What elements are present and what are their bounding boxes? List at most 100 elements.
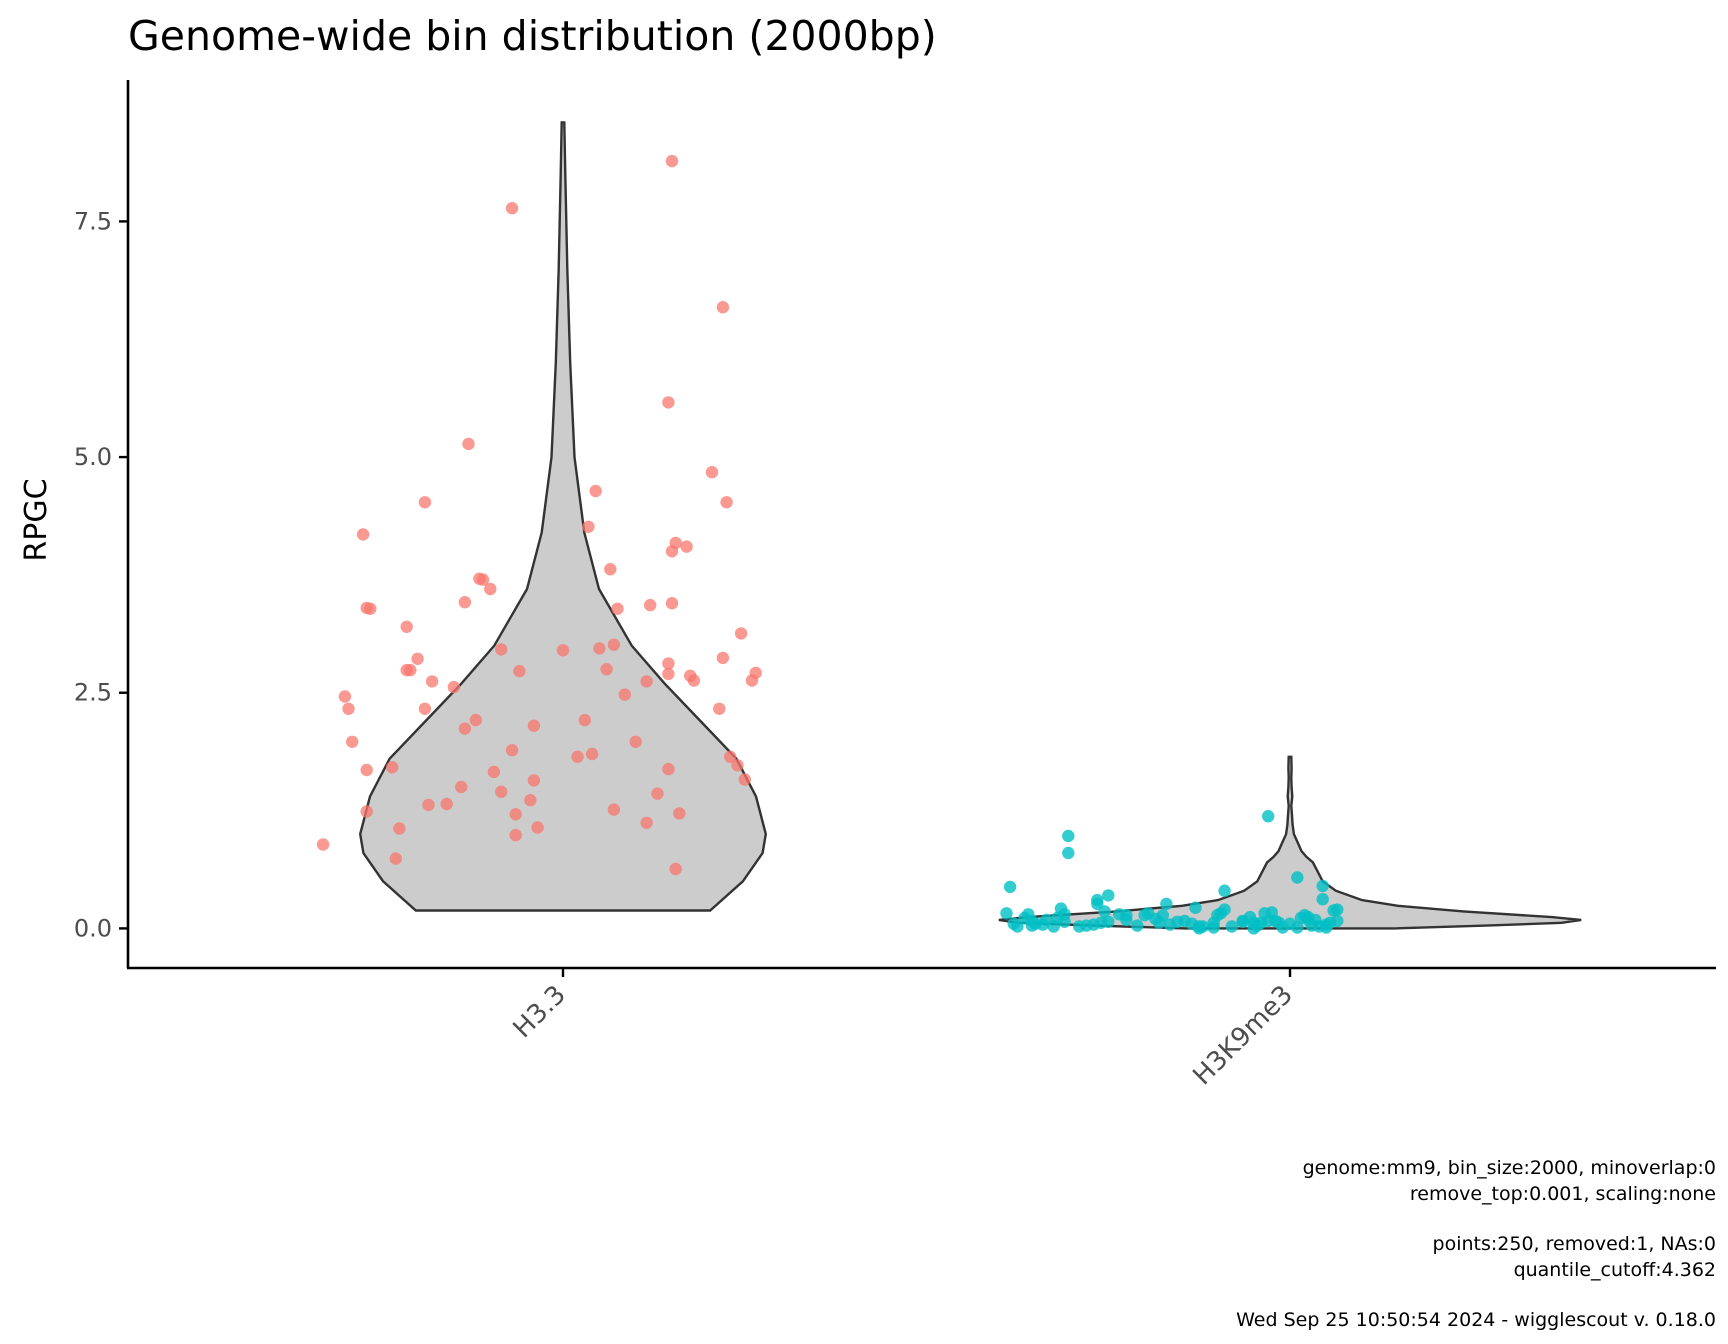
data-point <box>509 808 522 821</box>
y-ticks: 0.0 2.5 5.0 7.5 <box>74 207 128 942</box>
data-point <box>425 675 439 688</box>
data-point <box>749 666 762 680</box>
data-point <box>1331 914 1344 928</box>
data-point <box>455 780 468 794</box>
data-point <box>716 301 730 314</box>
caption-line: quantile_cutoff:4.362 <box>1514 1259 1716 1281</box>
data-point <box>731 759 744 772</box>
data-point <box>364 602 377 615</box>
data-point <box>462 437 475 451</box>
data-point <box>346 735 359 748</box>
y-tick-label: 2.5 <box>74 679 112 707</box>
data-point <box>404 663 417 677</box>
data-point <box>1131 919 1144 932</box>
data-point <box>505 744 519 757</box>
data-point <box>724 750 737 763</box>
data-point <box>458 596 472 609</box>
violin-layer <box>358 121 1582 930</box>
y-tick-label: 0.0 <box>74 914 112 942</box>
data-point <box>342 702 355 715</box>
data-point <box>582 520 595 533</box>
data-point <box>593 642 606 655</box>
data-point <box>1120 913 1133 927</box>
data-point <box>629 735 642 748</box>
data-point <box>1098 905 1111 918</box>
data-point <box>687 674 701 687</box>
data-point <box>662 396 675 409</box>
data-point <box>487 765 501 779</box>
data-point <box>651 787 664 800</box>
data-point <box>1003 880 1017 894</box>
data-point <box>1316 879 1329 893</box>
data-point <box>1291 921 1304 934</box>
data-point <box>360 805 373 818</box>
data-point <box>1102 889 1115 902</box>
x-tick-label: H3K9me3 <box>1188 980 1299 1091</box>
y-tick-label: 5.0 <box>74 443 112 471</box>
data-point <box>476 573 490 586</box>
data-point <box>1225 920 1239 933</box>
data-point <box>418 496 432 509</box>
data-point <box>662 657 675 670</box>
data-point <box>738 773 751 786</box>
data-point <box>1062 829 1075 843</box>
y-axis-label: RPGC <box>19 478 54 561</box>
data-point <box>389 852 402 865</box>
data-point <box>484 582 497 596</box>
data-point <box>1058 915 1071 928</box>
data-point <box>513 664 526 678</box>
data-point <box>422 798 435 812</box>
data-point <box>1291 871 1304 884</box>
data-point <box>356 528 370 541</box>
data-point <box>556 644 570 657</box>
data-point <box>1218 903 1231 916</box>
data-point <box>447 680 461 694</box>
data-point <box>531 821 544 834</box>
data-point <box>640 675 653 688</box>
data-point <box>673 807 686 820</box>
data-point <box>458 722 472 735</box>
data-point <box>662 762 675 776</box>
data-point <box>640 816 653 829</box>
data-point <box>589 484 602 498</box>
data-point <box>1192 922 1206 935</box>
data-point <box>1218 884 1231 897</box>
data-point <box>571 750 584 763</box>
data-point <box>1189 901 1202 914</box>
data-point <box>665 597 679 610</box>
data-point <box>1320 921 1333 934</box>
data-point <box>1331 903 1344 916</box>
data-point <box>1247 922 1260 935</box>
data-point <box>669 536 682 550</box>
chart-title: Genome-wide bin distribution (2000bp) <box>128 12 937 60</box>
data-point <box>411 652 424 665</box>
data-point <box>495 643 508 656</box>
data-point <box>400 620 413 633</box>
data-point <box>644 598 657 612</box>
data-point <box>713 702 726 715</box>
caption-line: Wed Sep 25 10:50:54 2024 - wigglescout v… <box>1236 1309 1716 1331</box>
data-point <box>1102 915 1115 928</box>
data-point <box>607 803 621 816</box>
caption: genome:mm9, bin_size:2000, minoverlap:0 … <box>1236 1157 1716 1331</box>
data-point <box>720 496 733 509</box>
data-point <box>1011 920 1024 933</box>
caption-line: points:250, removed:1, NAs:0 <box>1433 1233 1716 1255</box>
data-point <box>1000 907 1013 920</box>
data-point <box>316 838 330 851</box>
data-point <box>1207 921 1220 934</box>
data-point <box>611 602 624 615</box>
data-point <box>1062 846 1075 860</box>
data-point <box>495 785 508 798</box>
caption-line: genome:mm9, bin_size:2000, minoverlap:0 <box>1303 1157 1716 1179</box>
data-point <box>505 202 519 215</box>
data-point <box>1156 909 1170 922</box>
data-point <box>418 702 432 715</box>
data-point <box>669 862 682 876</box>
data-point <box>527 774 541 787</box>
data-point <box>680 540 693 553</box>
data-point <box>1262 810 1275 823</box>
violin-h33 <box>358 121 768 912</box>
caption-line: remove_top:0.001, scaling:none <box>1410 1183 1716 1205</box>
